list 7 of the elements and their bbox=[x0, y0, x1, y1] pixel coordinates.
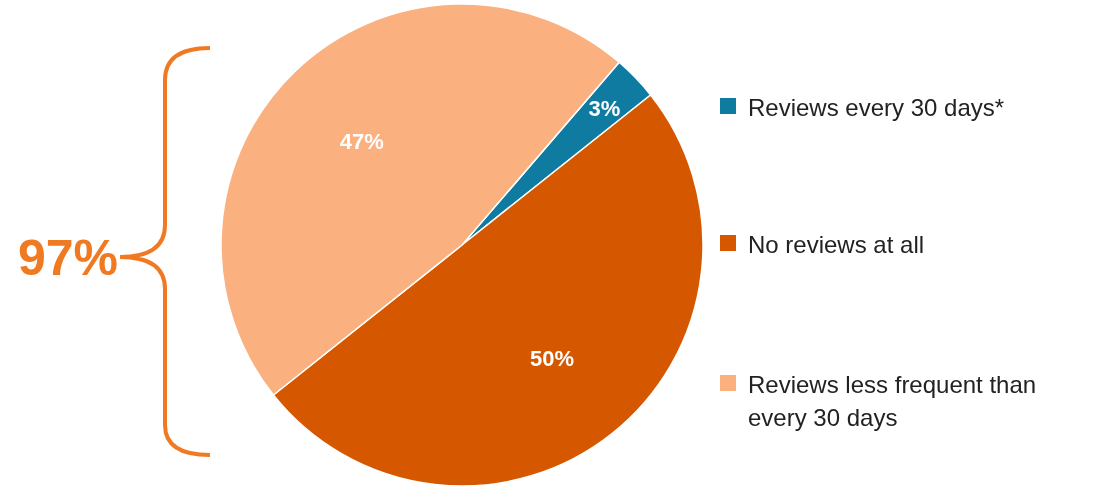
legend-label: Reviews every 30 days* bbox=[748, 94, 1005, 122]
legend-label: No reviews at all bbox=[748, 231, 925, 259]
text: 97% bbox=[17, 229, 119, 286]
data-label: 50% bbox=[529, 345, 575, 371]
data-label: 47% bbox=[339, 128, 384, 154]
data-label: 3% bbox=[588, 95, 621, 121]
legend-label: Reviews less frequent than every 30 days bbox=[748, 371, 1037, 431]
